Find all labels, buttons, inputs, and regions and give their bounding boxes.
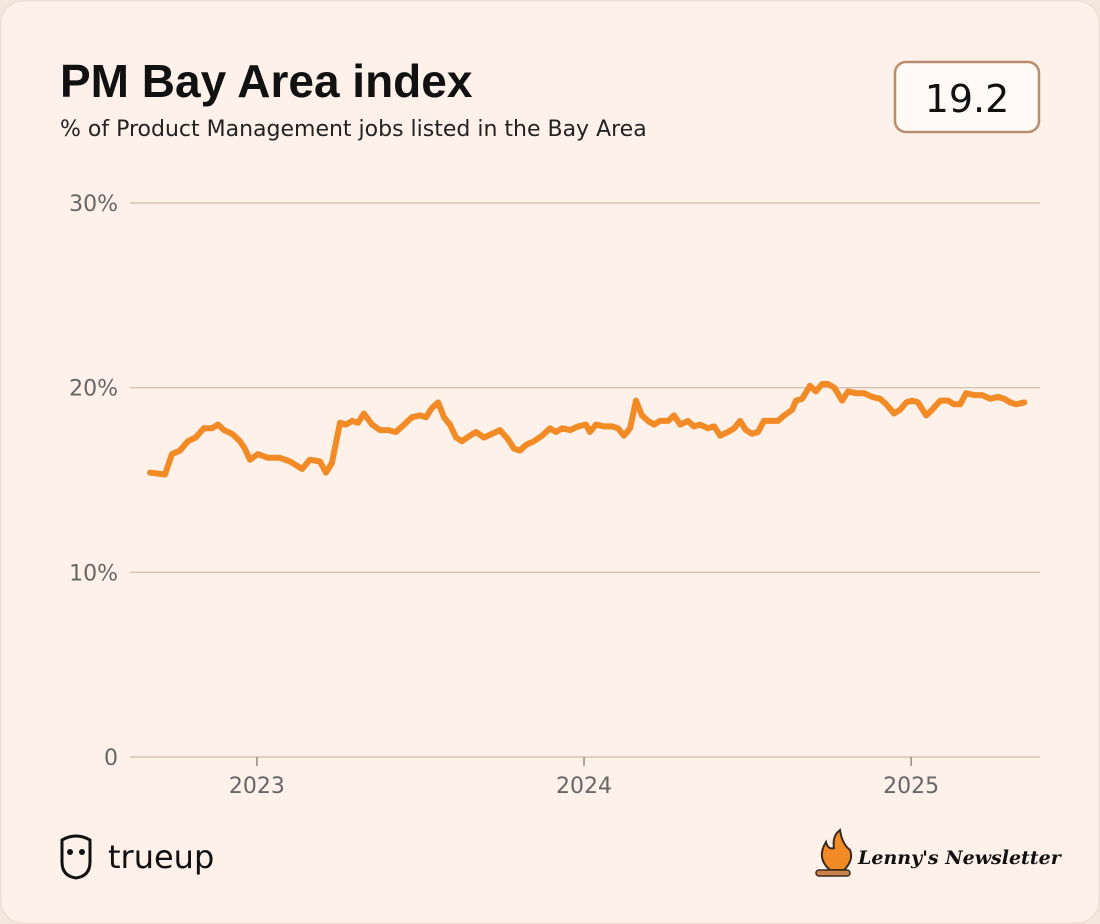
owl-eye [79,849,85,855]
value-badge-text: 19.2 [925,77,1010,121]
value-badge [893,60,1041,134]
flame-icon [820,828,853,871]
brand-right: Lenny's Newsletter [857,847,1063,869]
owl-icon [60,834,92,880]
y-tick-label: 0 [104,746,118,771]
y-tick-label: 30% [69,192,118,217]
chart-subtitle: % of Product Management jobs listed in t… [60,117,647,142]
lenny-logo [815,828,853,877]
owl-eye [67,849,73,855]
chart-title: PM Bay Area index [60,55,473,107]
x-tick-label: 2025 [883,774,939,799]
y-tick-label: 10% [69,561,118,586]
x-tick-label: 2024 [556,774,612,799]
line-series [147,381,1028,478]
x-tick-label: 2023 [229,774,285,799]
brand-left: trueup [108,838,214,876]
y-tick-label: 20% [69,377,118,402]
trueup-logo [60,834,92,880]
log-icon [815,869,851,877]
